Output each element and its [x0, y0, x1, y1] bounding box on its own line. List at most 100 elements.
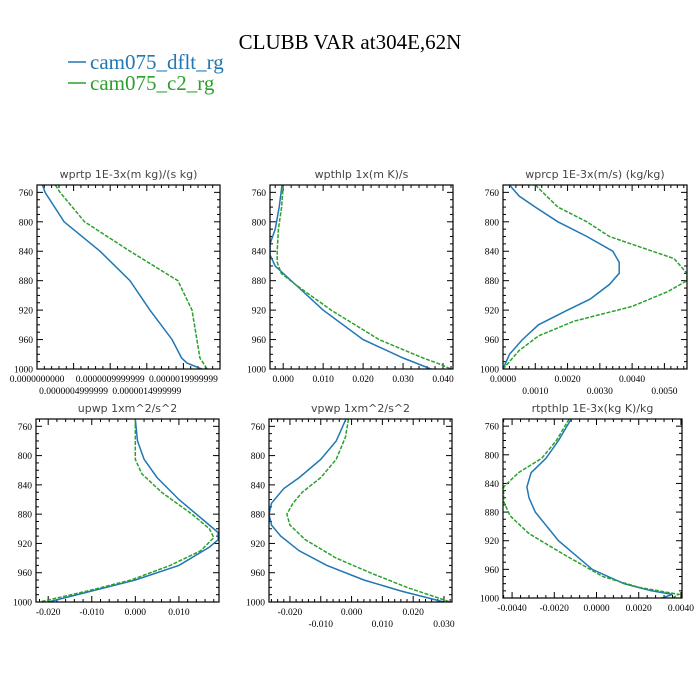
y-tick-label: 800 [485, 451, 500, 461]
x-tick-label: 0.0000009999999 [76, 375, 145, 385]
y-tick-label: 920 [251, 540, 266, 550]
x-tick-label: 0.010 [168, 608, 190, 618]
plot-frame [502, 184, 688, 370]
y-tick-label: 760 [252, 189, 267, 199]
plot-frame [268, 418, 453, 603]
x-tick-label: -0.0040 [497, 604, 527, 614]
x-tick-label: 0.0020 [626, 604, 652, 614]
series-line-cam075_dflt_rg [41, 185, 202, 369]
y-tick-label: 960 [19, 336, 34, 346]
y-tick-label: 840 [485, 248, 500, 258]
x-tick-label: 0.0020 [554, 375, 580, 385]
y-tick-label: 800 [485, 218, 500, 228]
y-tick-label: 920 [19, 307, 34, 317]
series-line-cam075_c2_rg [54, 185, 208, 369]
y-tick-label: 880 [19, 277, 34, 287]
y-tick-label: 760 [485, 423, 500, 433]
y-tick-label: 800 [251, 452, 266, 462]
x-tick-label: 0.0050 [651, 387, 677, 397]
figure-title: CLUBB VAR at304E,62N [239, 30, 462, 54]
x-tick-label: 0.0000014999999 [112, 387, 181, 397]
plot-frame [35, 418, 220, 603]
y-tick-label: 840 [252, 248, 267, 258]
x-tick-label: 0.020 [352, 375, 374, 385]
y-tick-label: 960 [485, 336, 500, 346]
y-tick-label: 920 [18, 540, 33, 550]
plot-frame [269, 184, 454, 370]
x-tick-label: 0.040 [432, 375, 454, 385]
y-tick-label: 760 [485, 189, 500, 199]
x-tick-label: 0.0010 [522, 387, 548, 397]
series-line-cam075_dflt_rg [503, 185, 620, 369]
x-tick-label: 0.030 [392, 375, 414, 385]
y-tick-label: 800 [19, 218, 34, 228]
series-line-cam075_c2_rg [39, 419, 215, 602]
x-tick-label: 0.0040 [668, 604, 694, 614]
subplot-title: rtpthlp 1E-3x(kg K)/kg [532, 402, 654, 415]
legend-label-dflt: cam075_dflt_rg [90, 50, 224, 74]
subplots: wprtp 1E-3x(m kg)/(s kg) 760 800 840 880 920 9… [10, 168, 695, 630]
subplot-wpthlp: wpthlp 1x(m K)/s 760 800 840 880 920 960 1000 0.… [247, 168, 454, 385]
subplot-title: wpthlp 1x(m K)/s [315, 168, 409, 181]
y-tick-label: 880 [252, 277, 267, 287]
y-tick-label: 760 [18, 423, 33, 433]
subplot-title: wprtp 1E-3x(m kg)/(s kg) [60, 168, 198, 181]
x-tick-label: 0.0000 [490, 375, 516, 385]
y-tick-label: 960 [251, 569, 266, 579]
x-tick-label: 0.000 [341, 608, 363, 618]
series-line-cam075_dflt_rg [48, 419, 219, 602]
y-tick-label: 800 [18, 452, 33, 462]
x-tick-label: 0.010 [312, 375, 334, 385]
series-line-cam075_c2_rg [286, 419, 451, 602]
x-tick-label: 0.0030 [587, 387, 613, 397]
subplot-rtpthlp: rtpthlp 1E-3x(kg K)/kg 760 800 840 880 920 960… [480, 402, 694, 614]
subplot-title: vpwp 1xm^2/s^2 [311, 402, 410, 415]
series-line-cam075_c2_rg [276, 185, 452, 369]
x-tick-label: 0.010 [372, 620, 394, 630]
series-line-cam075_dflt_rg [269, 419, 445, 602]
x-tick-label: 0.030 [433, 620, 455, 630]
plot-frame [502, 418, 683, 599]
y-tick-label: 800 [252, 218, 267, 228]
y-tick-label: 880 [251, 511, 266, 521]
y-tick-label: 920 [485, 307, 500, 317]
y-tick-label: 840 [251, 481, 266, 491]
y-tick-label: 760 [19, 189, 34, 199]
y-tick-label: 880 [485, 277, 500, 287]
x-tick-label: -0.020 [278, 608, 303, 618]
y-tick-label: 1000 [13, 599, 32, 609]
x-tick-label: -0.0020 [540, 604, 570, 614]
x-tick-label: 0.0040 [619, 375, 645, 385]
y-tick-label: 960 [485, 566, 500, 576]
subplot-vpwp: vpwp 1xm^2/s^2 760 800 840 880 920 960 1000 -0.0… [246, 402, 455, 630]
x-tick-label: 0.020 [402, 608, 424, 618]
x-tick-label: -0.020 [36, 608, 61, 618]
x-tick-label: 0.000 [125, 608, 147, 618]
y-tick-label: 760 [251, 423, 266, 433]
y-tick-label: 1000 [480, 595, 499, 605]
legend-label-c2: cam075_c2_rg [90, 71, 215, 95]
series-line-cam075_dflt_rg [526, 419, 673, 598]
subplot-title: wprcp 1E-3x(m/s) (kg/kg) [525, 168, 664, 181]
y-tick-label: 840 [485, 480, 500, 490]
y-tick-label: 840 [19, 248, 34, 258]
y-tick-label: 1000 [246, 599, 265, 609]
y-tick-label: 960 [252, 336, 267, 346]
subplot-wprcp: wprcp 1E-3x(m/s) (kg/kg) 760 800 840 880 920 9… [480, 168, 688, 397]
y-tick-label: 840 [18, 481, 33, 491]
series-line-cam075_c2_rg [503, 185, 687, 369]
series-line-cam075_dflt_rg [270, 185, 432, 369]
subplot-title: upwp 1xm^2/s^2 [78, 402, 178, 415]
x-tick-label: 0.0000000000 [10, 375, 65, 385]
subplot-wprtp: wprtp 1E-3x(m kg)/(s kg) 760 800 840 880 920 9… [10, 168, 221, 397]
x-tick-label: 0.0000004999999 [39, 387, 108, 397]
y-tick-label: 880 [18, 511, 33, 521]
subplot-upwp: upwp 1xm^2/s^2 760 800 840 880 920 960 1000 -0.0… [13, 402, 220, 618]
y-tick-label: 920 [252, 307, 267, 317]
x-tick-label: -0.010 [308, 620, 333, 630]
y-tick-label: 1000 [247, 366, 266, 376]
x-tick-label: 0.0000 [583, 604, 609, 614]
legend: cam075_dflt_rg cam075_c2_rg [68, 50, 224, 95]
y-tick-label: 880 [485, 509, 500, 519]
